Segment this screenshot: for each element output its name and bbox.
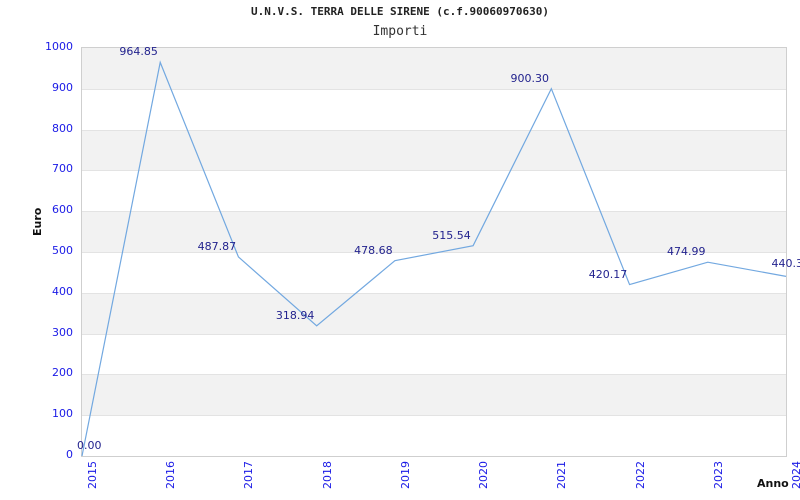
y-axis-tick-label: 1000 [45,40,73,53]
gridline [82,211,786,212]
data-point-label: 420.17 [588,267,628,281]
x-axis-tick-label: 2017 [242,461,256,489]
x-axis-tick-label: 2016 [164,461,178,489]
series-polyline [81,60,787,457]
y-axis-tick-label: 300 [52,325,73,339]
x-axis-tick-label: 2019 [398,461,412,489]
y-axis-tick-label: 800 [52,121,73,135]
data-point-label: 474.99 [666,245,706,259]
gridline [82,293,786,294]
chart-subtitle: Importi [372,24,428,39]
y-axis-tick-label: 900 [52,80,73,94]
data-point-label: 487.87 [197,239,237,253]
y-axis-title: Euro [31,207,44,236]
background-band [82,129,786,171]
y-axis-tick-label: 400 [52,284,73,298]
data-point-label: 515.54 [432,228,471,242]
y-axis-tick-label: 100 [52,407,73,421]
gridline [82,374,786,375]
x-axis-tick-label: 2021 [555,461,569,489]
gridline [82,334,786,335]
background-band [82,292,786,334]
plot-area [81,47,787,457]
data-point-label: 478.68 [354,243,393,257]
gridline [82,130,786,131]
y-axis-tick-label: 600 [52,203,73,217]
x-axis-title: Anno [757,477,789,490]
gridline [82,89,786,90]
x-axis-tick-label: 2024 [790,461,800,489]
gridline [82,170,786,171]
background-band [82,374,786,416]
data-point-label: 0.00 [77,439,102,452]
background-band [82,211,786,252]
data-point-label: 964.85 [119,45,158,59]
x-axis-tick-label: 2022 [633,461,647,489]
y-axis-tick-label: 0 [66,448,73,461]
x-axis-tick-label: 2023 [711,461,725,489]
x-axis-tick-label: 2015 [86,461,99,489]
data-point-label: 900.30 [510,71,550,85]
background-band [82,48,786,89]
x-axis-tick-label: 2018 [320,461,334,489]
x-axis-tick-label: 2020 [477,461,491,489]
chart-title: U.N.V.S. TERRA DELLE SIRENE (c.f.9006097… [250,5,549,18]
gridline [82,415,786,416]
y-axis-tick-label: 200 [52,366,73,380]
line-series [81,60,787,457]
data-point-label: 440.3 [771,257,800,271]
y-axis-tick-label: 700 [52,162,73,176]
gridline [82,252,786,253]
y-axis-tick-label: 500 [52,244,73,257]
data-point-label: 318.94 [275,308,315,322]
